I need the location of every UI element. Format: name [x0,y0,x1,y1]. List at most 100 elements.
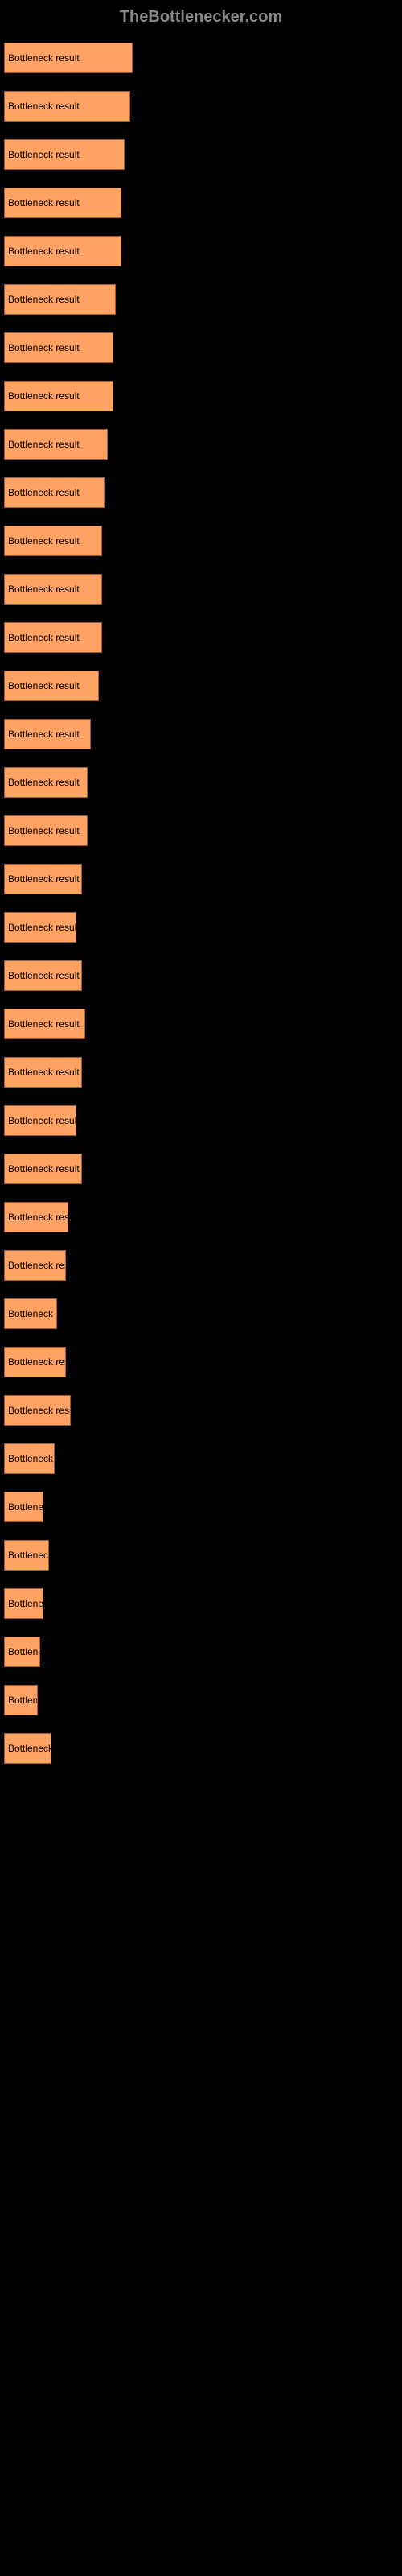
bar-value: 39 [117,393,127,404]
bar: Bottleneck result [4,381,113,411]
bar: Bottleneck result [4,1154,82,1184]
bar: Bottleneck result [4,477,105,508]
bar-value: 30 [91,828,101,839]
bar: Bottleneck result [4,1637,40,1667]
bar-label: Bottleneck result [8,1115,76,1126]
bar: Bottleneck result [4,236,121,266]
bar-value: 42 [125,200,135,211]
bar: Bottleneck result [4,1443,55,1474]
bar: Bottleneck result [4,960,82,991]
bar-label: Bottleneck result [8,439,80,450]
bar-label: Bottleneck result [8,52,80,64]
bar: Bottleneck result [4,574,102,605]
bar: Bottleneck result [4,1105,76,1136]
bar-label: Bottleneck result [8,1695,37,1706]
bottleneck-bar-chart: Bottleneck result 46 Bottleneck result 45 Bo… [0,43,402,1769]
bar-row: Bottleneck result 42 [4,188,402,223]
bar-row: Bottleneck result26 [4,912,402,947]
bar-row: Bottleneck result26 [4,1105,402,1141]
bar-row: Bottleneck result22 [4,1347,402,1382]
bar-label: Bottleneck result [8,342,80,353]
bar-value: 42 [125,248,135,259]
bar-label: Bottleneck result [8,246,80,257]
bar-value: 40 [119,296,129,308]
bar-value: 35 [105,634,116,646]
bar-value: 14 [47,1504,57,1515]
bar-value: 28 [85,972,96,984]
bar: Bottleneck result [4,671,99,701]
bar: Bottleneck result [4,1347,66,1377]
bar: Bottleneck result [4,767,88,798]
bar-row: Bottleneck result19 [4,1298,402,1334]
bar-label: Bottleneck result [8,101,80,112]
bar-label: Bottleneck result [8,197,80,208]
bar-row: Bottleneck result 17 [4,1733,402,1769]
bar-row: Bottleneck result23 [4,1202,402,1237]
bar-value: 35 [105,586,116,597]
bar-row: Bottleneck result36 [4,477,402,513]
bar-value: 43 [128,151,138,163]
bar: Bottleneck result [4,1492,43,1522]
bar-row: Bottleneck result28 [4,960,402,996]
bar-row: Bottleneck result 28 [4,1057,402,1092]
bar-label: Bottleneck result [8,1308,56,1319]
bar-value: 28 [85,1166,96,1177]
bar-label: Bottleneck result [8,1453,54,1464]
bar-row: Bottleneck result 43 [4,139,402,175]
bar-row: Bottleneck result29 [4,1009,402,1044]
bar-row: Bottleneck result 35 [4,574,402,609]
bar-label: Bottleneck result [8,1743,51,1754]
bar-row: Bottleneck result 18 [4,1443,402,1479]
bar-row: Bottleneck result 35 [4,622,402,658]
bar-value: 18 [58,1455,68,1467]
bar-row: Bottleneck result37 [4,429,402,464]
bar-value: 28 [85,1069,96,1080]
bar-value: 22 [69,1359,80,1370]
bar: Bottleneck result [4,864,82,894]
bar-label: Bottleneck result [8,1598,43,1609]
bar: Bottleneck result [4,1298,57,1329]
bar-value: 22 [69,1262,80,1274]
bar: Bottleneck result [4,43,133,73]
bar-label: Bottleneck result [8,873,80,885]
bar-row: Bottleneck result 14 [4,1492,402,1527]
bar-label: Bottleneck result [8,1067,80,1078]
bar-value: 45 [133,103,144,114]
bar-row: Bottleneck result 12 [4,1685,402,1720]
bar-label: Bottleneck result [8,729,80,740]
bar: Bottleneck result [4,815,88,846]
bar-label: Bottleneck result [8,777,80,788]
bar-value: 39 [117,345,127,356]
bar: Bottleneck result [4,1250,66,1281]
bar-value: 46 [136,55,146,66]
bar-label: Bottleneck result [8,1501,43,1513]
bar-row: Bottleneck result 30 [4,767,402,803]
bar-label: Bottleneck result [8,149,80,160]
bar-value: 35 [105,538,116,549]
bar-row: Bottleneck result13 [4,1637,402,1672]
bar: Bottleneck result [4,429,108,460]
bar-label: Bottleneck result [8,680,80,691]
bar-row: Bottleneck result 46 [4,43,402,78]
bar: Bottleneck result [4,1588,43,1619]
bar-label: Bottleneck result [8,1212,68,1223]
bar-row: Bottleneck result14 [4,1588,402,1624]
bar-label: Bottleneck result [8,1260,65,1271]
bar-row: Bottleneck result28 [4,864,402,899]
bar: Bottleneck result [4,1685,38,1715]
bar-label: Bottleneck result [8,584,80,595]
bar: Bottleneck result [4,1733,51,1764]
bar-row: Bottleneck result28 [4,1154,402,1189]
bar: Bottleneck result [4,912,76,943]
bar-value: 17 [55,1745,65,1757]
bar-value: 16 [52,1552,63,1563]
bar-row: Bottleneck result 39 [4,332,402,368]
bar-label: Bottleneck result [8,825,80,836]
bar-value: 30 [91,779,101,791]
bar-row: Bottleneck result 42 [4,236,402,271]
bar-label: Bottleneck result [8,487,80,498]
bar-value: 12 [41,1697,51,1708]
bar: Bottleneck result [4,1202,68,1232]
bar-label: Bottleneck result [8,632,80,643]
bar: Bottleneck result [4,1395,71,1426]
